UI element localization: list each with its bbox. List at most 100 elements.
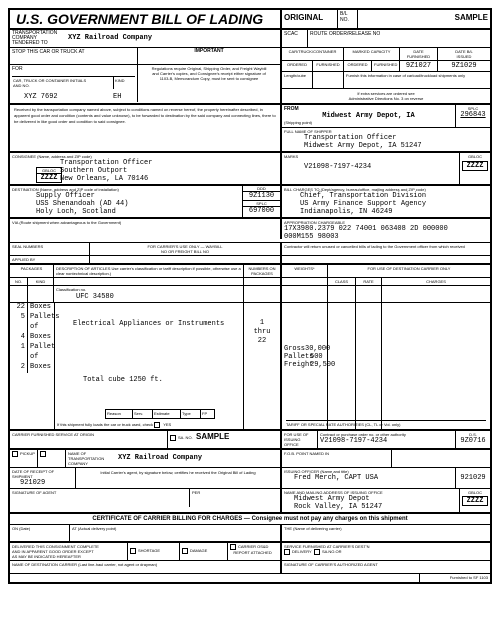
cartruck-head: CAR/TRUCK/CONTAINER [282,48,344,60]
col-rate: RATE [356,278,382,285]
cert-title: CERTIFICATE OF CARRIER BILLING FOR CHARG… [10,514,490,524]
desc-main: Electrical Appliances or Instruments [57,304,241,328]
col-desc: DESCRIPTION OF ARTICLES Use carrier's cl… [54,265,244,277]
waybill-label: FOR CARRIER'S USE ONLY — WAYBILLNO OR FR… [90,243,282,255]
scac-label: SCAC [282,30,308,47]
receipt-label: DATE OF RECEIPT OF SHIPMENT [12,469,73,479]
stop-label: STOP THIS CAR OR TRUCK AT [10,48,138,64]
fb-est: Estimate [153,409,181,419]
use-issuing-label: FOR USE OFISSUINGOFFICE [282,431,318,448]
dest-l3: Holy Loch, Scotland [12,208,240,216]
dest-l2: USS Shenandoah (AD 44) [12,200,240,208]
fb-type: Type [181,409,201,419]
received-para: Received by the transportation company n… [10,105,282,151]
damage-check[interactable]: DAMAGE [180,543,228,560]
iss-office-l2: Rock Valley, IA 51247 [284,503,457,511]
gov-note: Contractor will return unused or cancell… [282,243,490,255]
name-trans-label: NAME OFTRANSPORTATIONCOMPANY [68,451,118,466]
ship-point: (Shipping point) [284,120,312,125]
trans-co-value: XYZ Railroad Company [68,31,278,46]
iss-gbloc-v: ZZZZ [462,496,488,506]
classno-label: Classification no. [56,287,86,292]
fb-serv: Serv. [133,409,153,419]
car-initials-value: XYZ 7692 [12,93,113,101]
ds-v: 9Z0716 [458,437,488,445]
ord1: ORDERED [282,61,313,71]
billto-l3: Indianapolis, IN 46249 [284,208,488,216]
bill-of-lading-form: U.S. GOVERNMENT BILL OF LADING ORIGINAL … [8,8,492,584]
date-iss-head: DATE B/LISSUED [438,48,490,60]
svc-dest: SERVICE FURNISHED AT CARRIER'S DEST'N DE… [282,543,490,560]
cert-at: AT (Actual delivery point) [70,525,282,541]
bl-no-label: B/LNO. [338,10,358,28]
col-wt: WEIGHTS* [282,265,328,277]
important-title: IMPORTANT [138,48,280,54]
dest-l1: Supply Officer [12,192,240,200]
io-date: 921029 [456,468,490,488]
col-destcar: FOR USE OF DESTINATION CARRIER ONLY [328,265,490,277]
approp-l1: 17X3980.2379 022 74001 063408 2D 000000 [284,225,488,233]
from-value: Midwest Army Depot, IA [284,112,453,120]
billto-l2: US Army Finance Support Agency [284,200,488,208]
fb-fp: FP [201,409,215,419]
contract-v: V21098-7197-4234 [320,437,453,445]
furn2: FURNISHED [372,61,400,71]
date-furn-v: 9Z1027 [400,61,438,71]
col-numpkg: NUMBERS ONPACKAGES [244,265,282,277]
applied-by: APPLIED BY [10,256,90,263]
desc-cube: Total cube 1250 ft. [57,328,241,384]
numpkg-col: 1thru22 [244,303,282,429]
ord2: ORDERED [344,61,372,71]
shipper-l1: Transportation Officer [284,134,488,142]
col-class: CLASS [328,278,356,285]
receipt-note: Initial Carrier's agent, by signature be… [76,468,282,488]
important-body: Regulations require Original, Shipping O… [138,65,280,102]
fully-note: If this shipment fully loads the car or … [57,422,171,428]
kind-value: EH [113,93,135,101]
marks-gbloc-label: GBLOC [462,154,488,159]
date-iss-v: 9Z1029 [438,61,490,71]
issuing-officer-v: Fred Merch, CAPT USA [284,474,453,482]
furn1: FURNISHED [313,61,344,71]
dest-carrier-label: NAME OF DESTINATION CARRIER (Last line-h… [10,561,282,573]
billto-l1: Chief, Transportation Division [284,192,488,200]
length-label: Length/cube [282,72,313,88]
origin-sano: SA. NO. SAMPLE [168,431,282,448]
kind-label: KIND [113,77,135,89]
for-label: FOR [12,66,135,76]
cartruck-initials-label: CAR, TRUCK OR CONTAINER INITIALSAND NO. [12,77,113,89]
w-gross-l: Gross [284,345,305,353]
col-pkg: PACKAGES [10,265,54,277]
trans-co-label: TRANSPORTATIONCOMPANYTENDERED TO [12,31,68,46]
iss-office-l1: Midwest Army Depot [284,495,457,503]
shipper-l2: Midwest Army Depot, IA 51247 [284,142,488,150]
sample-label: SAMPLE [358,10,490,28]
origin-svc-label: CARRIER FURNISHED SERVICE AT ORIGIN [10,431,168,448]
pickup[interactable]: PICKUP [10,450,38,467]
iss-gbloc-label: GBLOC [462,490,488,495]
capacity-head: MARKED CAPACITY [344,48,400,60]
w-pallet-l: Pallets [284,353,310,361]
col-kind: KIND [28,278,54,285]
dest-splc-v: 697000 [243,207,280,215]
w-freight-l: Freight [284,361,310,369]
via-label: VIA (Route shipment when advantageous to… [10,219,282,239]
sig-label: SIGNATURE OF CARRIER'S AUTHORIZED AGENT [282,561,490,573]
w-gross-v: 30,000 [305,345,330,353]
name-trans-v: XYZ Railroad Company [118,451,202,466]
from-label: FROM [284,106,299,112]
cons-l1: Transportation Officer [12,159,278,167]
col-no: NO. [10,278,28,285]
extra-note: If extra services are ordered seeAdminis… [284,91,488,101]
approp-l2: 000M155 98003 [284,233,488,241]
shortage-check[interactable]: SHORTAGE [128,543,180,560]
furnish-note: Furnish this information in case of carl… [344,72,490,88]
ddd-v: 9Z1130 [243,192,280,201]
fob-label: F.O.B. POINT NAMED IN [282,450,392,467]
report-check[interactable]: CARRIER OS&D REPORT ATTACHED [228,543,282,560]
form-no: Furnished to SF 1103 [420,574,490,582]
cons-gbloc-v: ZZZZ [37,174,61,182]
seals-label: SEAL NUMBERS [10,243,90,255]
agent-label: SIGNATURE OF AGENT [10,489,190,507]
date-furn-head: DATEFURNISHED [400,48,438,60]
